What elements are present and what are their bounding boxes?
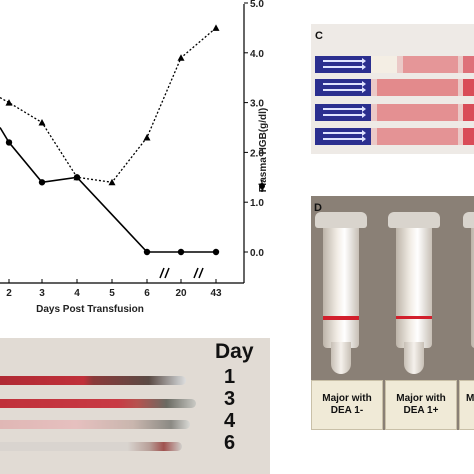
day-strips-photo: Day 1 3 4 6 [0,338,270,474]
tube-minor [461,212,474,378]
y-tick-label: 2.0 [250,148,264,159]
data-point-circle [212,248,220,256]
axis-break-mark [198,267,204,279]
axis-break-mark [164,267,170,279]
axis-break-mark [193,267,199,279]
x-tick-label: 4 [74,288,80,299]
axis-ticks: 0.0 1.0 2.0 3.0 4.0 5.0 2 3 4 5 6 20 43 [6,0,264,299]
x-axis-label: Days Post Transfusion [36,304,144,315]
panel-d-letter: D [314,202,322,214]
y-tick-label: 4.0 [250,49,264,60]
tube-major-dea-neg [313,212,369,378]
panel-c-strip [315,56,474,73]
data-point-triangle [212,24,220,31]
y-axis-label-group: Plasma HGB(g/dl) [258,108,269,192]
day-number: 1 [224,366,236,388]
day-number: 4 [224,410,236,432]
series-layer [0,24,220,256]
day-number: 3 [224,388,236,410]
data-point-triangle [5,99,13,106]
tube-label: Major with DEA 1- [311,380,383,430]
day-4-strip [0,420,190,429]
data-point-triangle [38,119,46,126]
data-point-circle [5,139,13,146]
panel-d-tubes-photo: Major with DEA 1- Major with DEA 1+ Minc… [311,196,474,430]
panel-c-strips-photo: C [311,24,474,154]
y-tick-label: 1.0 [250,198,264,209]
y-tick-label: 3.0 [250,99,264,110]
x-tick-label: 2 [6,288,12,299]
data-point-triangle [177,54,185,61]
x-tick-label: 20 [175,288,187,299]
tube-major-dea-pos [386,212,442,378]
tube-label: Minc DI [459,380,474,430]
y-tick-label: 0.0 [250,248,264,259]
panel-c-letter: C [315,30,323,42]
x-tick-label: 6 [144,288,150,299]
tube-label: Major with DEA 1+ [385,380,457,430]
day-number: 6 [224,432,236,454]
panel-c-strip [315,79,474,96]
axis-break-mark [159,267,165,279]
data-point-triangle [108,178,116,186]
x-tick-label: 3 [39,288,45,299]
y-axis-label: Plasma HGB(g/dl) [258,108,269,192]
axis-breaks [159,267,204,279]
day-3-strip [0,399,196,408]
day-1-strip [0,376,186,385]
panel-c-strip [315,104,474,121]
x-tick-label: 5 [109,288,115,299]
series-line [0,127,216,253]
x-tick-label: 43 [210,288,222,299]
data-point-triangle [73,173,81,181]
panel-c-strip [315,128,474,145]
data-point-circle [177,248,185,256]
data-point-circle [143,248,151,256]
y-tick-label: 5.0 [250,0,264,10]
data-point-circle [38,179,46,186]
day-6-strip [0,442,182,451]
day-title: Day [215,340,254,363]
series-line [0,27,217,183]
data-point-triangle [143,133,151,141]
